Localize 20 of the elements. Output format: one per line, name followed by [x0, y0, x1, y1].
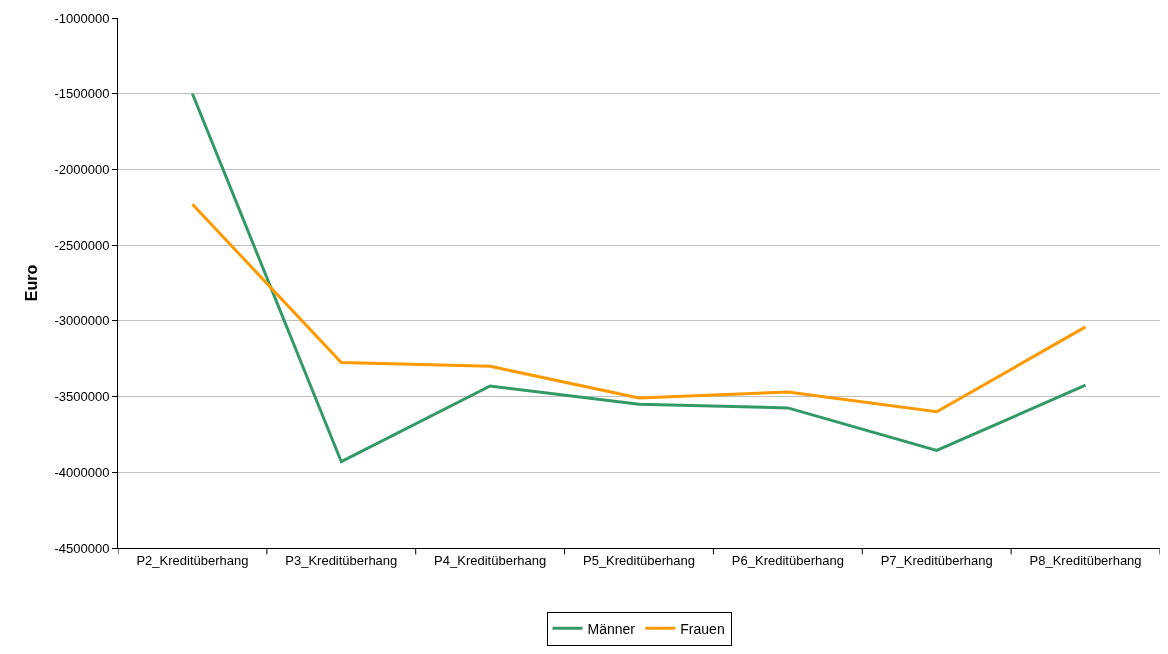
- x-tick-label: P6_Kreditüberhang: [731, 552, 844, 568]
- x-tick-label: P2_Kreditüberhang: [136, 552, 249, 568]
- x-tick-label: P4_Kreditüberhang: [434, 552, 547, 568]
- y-tick-label: -4500000: [54, 540, 110, 556]
- y-tick-label: -3000000: [54, 313, 110, 329]
- y-tick-label: -3500000: [54, 389, 110, 405]
- y-tick-label: -2500000: [54, 237, 110, 253]
- x-tick-label: P5_Kreditüberhang: [582, 552, 696, 568]
- x-tick-label: P8_Kreditüberhang: [1029, 552, 1142, 568]
- x-tick-label: P7_Kreditüberhang: [880, 552, 993, 568]
- y-tick-label: -1000000: [54, 10, 110, 26]
- x-tick-label: P3_Kreditüberhang: [285, 552, 398, 568]
- legend-label: Männer: [587, 620, 636, 637]
- legend-label: Frauen: [680, 620, 725, 637]
- y-tick-label: -1500000: [54, 86, 110, 102]
- y-tick-label: -2000000: [54, 161, 110, 177]
- line-series: [190, 202, 1088, 414]
- y-tick-label: -4000000: [54, 464, 110, 480]
- line-series: [190, 92, 1088, 464]
- y-axis-title: Euro: [23, 264, 41, 302]
